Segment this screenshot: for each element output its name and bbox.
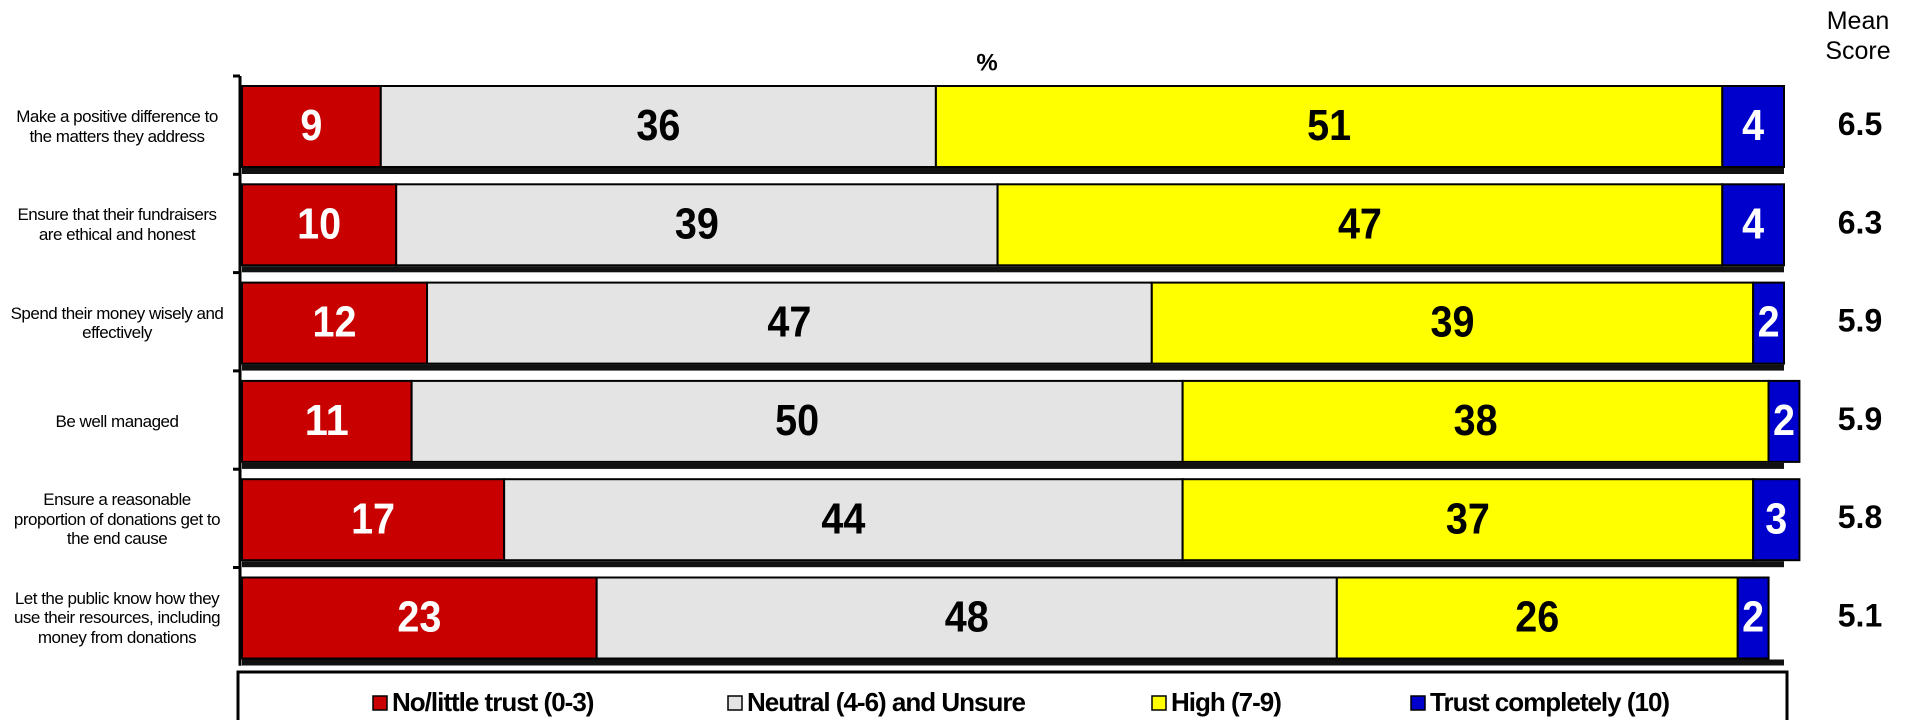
data-label: 4 <box>1742 199 1764 248</box>
data-label: 2 <box>1773 396 1795 445</box>
data-label: 48 <box>945 593 989 642</box>
bar-segment <box>395 183 999 267</box>
bar-segment <box>1721 85 1785 168</box>
bar-shadow <box>242 266 1784 273</box>
bar-segment <box>1150 281 1755 365</box>
data-label: 47 <box>767 298 811 347</box>
data-label: 4 <box>1742 101 1764 150</box>
category-label: Let the public know how they use their r… <box>13 588 221 647</box>
legend-swatch <box>727 695 743 711</box>
bar-segment <box>241 85 382 168</box>
bar-segment <box>1736 576 1770 660</box>
category-label: Be well managed <box>55 411 179 431</box>
category-label: Make a positive difference to the matter… <box>16 106 218 146</box>
data-label: 12 <box>313 298 357 347</box>
mean-score: 5.9 <box>1838 303 1882 339</box>
data-label: 38 <box>1454 396 1498 445</box>
bar-shadow <box>242 659 1784 666</box>
legend-label: Neutral (4-6) and Unsure <box>747 687 1025 717</box>
bar-segment <box>1767 379 1801 463</box>
legend-box <box>236 670 1789 720</box>
bar-segment <box>241 183 398 267</box>
data-label: 39 <box>1430 298 1474 347</box>
legend-label: No/little trust (0-3) <box>392 687 594 717</box>
mean-score: 5.1 <box>1838 597 1882 633</box>
data-label: 11 <box>305 396 349 445</box>
bar-segment <box>595 576 1338 660</box>
unit-label: % <box>976 49 997 76</box>
bar-shadow <box>242 168 1784 174</box>
data-label: 2 <box>1758 298 1780 347</box>
bar-segment <box>410 379 1184 463</box>
bar-segment <box>241 576 598 660</box>
data-label: 47 <box>1338 199 1382 248</box>
mean-score: 5.8 <box>1838 499 1882 535</box>
legend-swatch <box>1151 695 1167 711</box>
bar-segment <box>1181 478 1755 562</box>
bar-shadow <box>242 561 1784 568</box>
data-label: 10 <box>297 199 341 248</box>
legend-label: Trust completely (10) <box>1430 687 1669 717</box>
bar-segment <box>1181 379 1770 463</box>
data-label: 50 <box>775 396 819 445</box>
category-label: Ensure that their fundraisers are ethica… <box>17 205 217 244</box>
data-label: 37 <box>1446 494 1490 543</box>
mean-score: 5.9 <box>1838 401 1882 437</box>
data-label: 23 <box>397 593 441 642</box>
bar-segment <box>1752 281 1786 365</box>
legend-swatch <box>1410 695 1426 711</box>
category-label: Ensure a reasonable proportion of donati… <box>13 490 221 549</box>
mean-score-header: Mean Score <box>1825 7 1891 65</box>
data-label: 17 <box>351 494 395 543</box>
data-label: 2 <box>1742 593 1764 642</box>
category-label: Spend their money wisely and effectively <box>10 303 224 343</box>
data-label: 51 <box>1307 101 1351 150</box>
data-label: 26 <box>1515 593 1559 642</box>
legend-label: High (7-9) <box>1171 687 1281 717</box>
data-label: 44 <box>821 494 865 543</box>
bar-segment <box>1721 183 1785 267</box>
bar-segment <box>503 478 1184 562</box>
bar-shadow <box>242 364 1784 371</box>
data-label: 9 <box>300 101 322 150</box>
data-label: 39 <box>675 199 719 248</box>
data-label: 3 <box>1765 494 1787 543</box>
bar-segment <box>1335 576 1739 660</box>
bar-segment <box>241 478 506 562</box>
mean-score: 6.3 <box>1838 204 1882 240</box>
data-label: 36 <box>636 101 680 150</box>
bar-segment <box>1752 478 1801 562</box>
bar-segment <box>241 379 413 463</box>
mean-score: 6.5 <box>1838 106 1882 142</box>
bar-shadow <box>242 462 1784 469</box>
bar-segment <box>241 281 429 365</box>
legend-swatch <box>372 695 388 711</box>
